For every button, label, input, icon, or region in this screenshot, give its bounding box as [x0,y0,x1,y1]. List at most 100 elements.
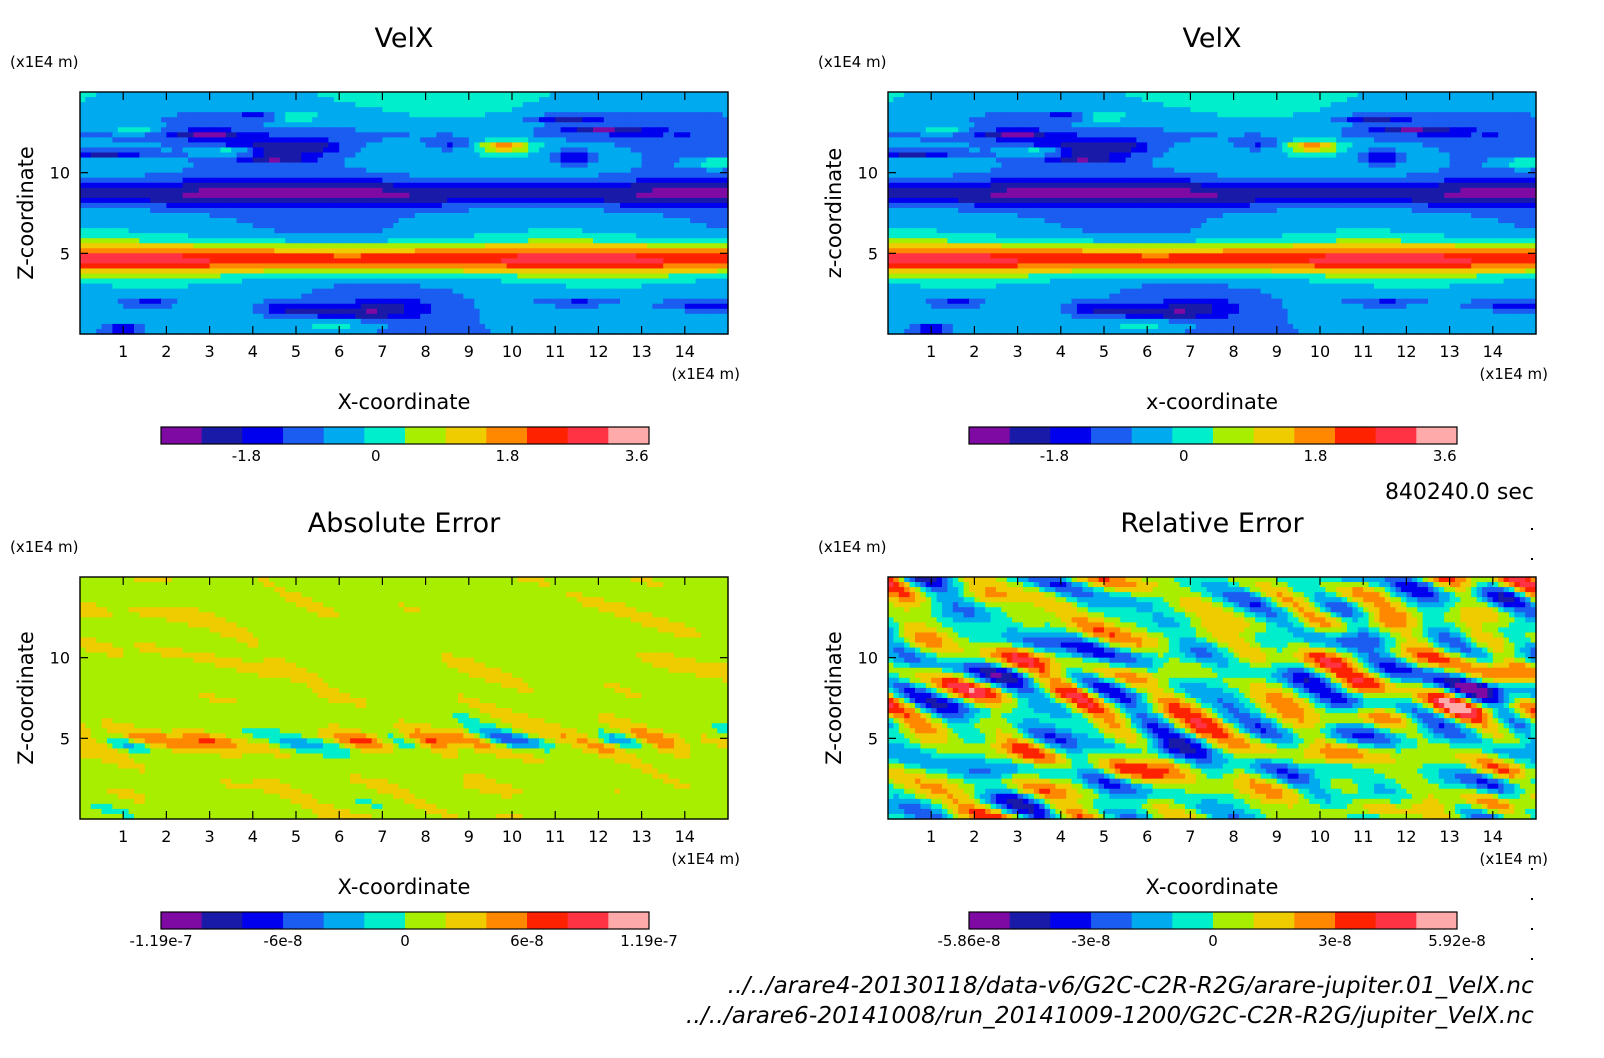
heatmap-cell [377,243,383,249]
heatmap-cell [534,263,540,269]
heatmap-cell [307,198,313,204]
heatmap-cell [145,168,151,174]
heatmap-cell [636,218,642,224]
heatmap-cell [485,238,491,244]
heatmap-cell [415,92,421,98]
heatmap-cell [177,178,183,184]
heatmap-cell [393,198,399,204]
heatmap-cell [625,178,631,184]
heatmap-cell [555,233,561,239]
heatmap-cell [399,158,405,164]
heatmap-cell [469,263,475,269]
heatmap-cell [91,132,97,138]
heatmap-cell [123,198,129,204]
heatmap-cell [156,213,162,219]
heatmap-cell [496,274,502,280]
heatmap-cell [490,142,496,148]
heatmap-cell [339,208,345,214]
heatmap-cell [652,233,658,239]
heatmap-cell [712,147,718,153]
heatmap-cell [210,263,216,269]
heatmap-cell [582,117,588,123]
heatmap-cell [85,228,91,234]
heatmap-cell [690,208,696,214]
heatmap-cell [91,294,97,300]
heatmap-cell [690,258,696,264]
heatmap-cell [690,198,696,204]
heatmap-cell [280,248,286,254]
heatmap-cell [561,178,567,184]
heatmap-cell [323,142,329,148]
heatmap-cell [696,233,702,239]
heatmap-cell [264,228,270,234]
heatmap-cell [361,168,367,174]
heatmap-cell [625,218,631,224]
heatmap-cell [134,158,140,164]
heatmap-cell [301,147,307,153]
heatmap-cell [318,258,324,264]
heatmap-cell [242,97,248,103]
heatmap-cell [517,112,523,118]
heatmap-cell [458,203,464,209]
heatmap-cell [312,163,318,169]
heatmap-cell [706,238,712,244]
heatmap-cell [183,137,189,143]
heatmap-cell [112,153,118,159]
heatmap-cell [393,147,399,153]
heatmap-cell [539,268,545,274]
heatmap-cell [663,153,669,159]
heatmap-cell [172,208,178,214]
heatmap-cell [485,284,491,290]
heatmap-cell [312,137,318,143]
heatmap-cell [150,147,156,153]
heatmap-cell [426,132,432,138]
heatmap-cell [404,122,410,128]
heatmap-cell [544,188,550,194]
heatmap-cell [712,238,718,244]
heatmap-cell [717,284,723,290]
heatmap-cell [631,168,637,174]
heatmap-cell [334,132,340,138]
heatmap-cell [139,163,145,169]
heatmap-cell [534,97,540,103]
heatmap-cell [577,213,583,219]
heatmap-cell [204,203,210,209]
heatmap-cell [620,127,626,133]
heatmap-cell [366,223,372,229]
heatmap-cell [588,258,594,264]
heatmap-cell [663,208,669,214]
heatmap-cell [636,213,642,219]
heatmap-cell [550,142,556,148]
heatmap-cell [404,92,410,98]
heatmap-cell [550,122,556,128]
heatmap-cell [436,238,442,244]
heatmap-cell [706,112,712,118]
heatmap-cell [507,168,513,174]
heatmap-cell [582,248,588,254]
heatmap-cell [274,284,280,290]
heatmap-cell [658,132,664,138]
heatmap-cell [485,218,491,224]
heatmap-cell [420,263,426,269]
heatmap-cell [652,228,658,234]
heatmap-cell [598,198,604,204]
heatmap-cell [393,193,399,199]
heatmap-cell [269,188,275,194]
heatmap-cell [264,137,270,143]
heatmap-cell [409,248,415,254]
heatmap-cell [625,158,631,164]
heatmap-cell [129,107,135,113]
heatmap-cell [296,243,302,249]
heatmap-cell [80,107,86,113]
heatmap-cell [453,97,459,103]
heatmap-cell [166,274,172,280]
heatmap-cell [107,294,113,300]
heatmap-cell [312,248,318,254]
heatmap-cell [291,183,297,189]
heatmap-cell [642,97,648,103]
heatmap-cell [307,263,313,269]
heatmap-cell [177,147,183,153]
heatmap-cell [328,102,334,108]
heatmap-cell [674,153,680,159]
heatmap-cell [355,238,361,244]
